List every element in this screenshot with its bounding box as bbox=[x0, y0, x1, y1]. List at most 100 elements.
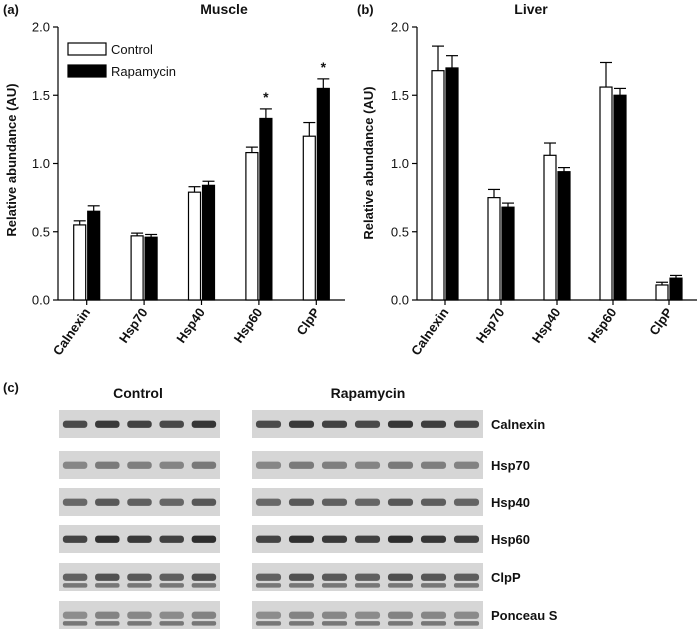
blot-band bbox=[288, 611, 315, 619]
bar-rapamycin-hsp70 bbox=[144, 236, 158, 301]
blot-band bbox=[420, 583, 447, 588]
blot-band bbox=[288, 461, 315, 469]
blot-band bbox=[159, 573, 184, 581]
bar-rapamycin-hsp40 bbox=[201, 184, 216, 301]
blot-band bbox=[453, 573, 480, 581]
bar-control-hsp40 bbox=[543, 154, 557, 301]
blot-band bbox=[321, 420, 348, 428]
blot-band bbox=[387, 621, 414, 626]
bar-control-hsp70 bbox=[130, 235, 144, 301]
blot-band bbox=[387, 461, 414, 469]
blot-band bbox=[354, 573, 381, 581]
panel-a-title: Muscle bbox=[200, 1, 248, 17]
blot-band bbox=[453, 535, 480, 543]
blot-band bbox=[453, 583, 480, 588]
blot-band bbox=[62, 535, 88, 543]
blot-band bbox=[354, 535, 381, 543]
blot-band bbox=[62, 420, 88, 428]
y-tick-label: 1.0 bbox=[391, 156, 409, 171]
blot-band bbox=[420, 611, 447, 619]
blot-band bbox=[321, 583, 348, 588]
bar-rapamycin-clpp bbox=[669, 277, 683, 301]
blot-row-calnexin: Calnexin bbox=[59, 410, 545, 438]
blot-row-label: ClpP bbox=[491, 570, 521, 585]
muscle-y-axis-label: Relative abundance (AU) bbox=[4, 83, 19, 236]
y-tick-label: 0.5 bbox=[391, 224, 409, 239]
x-tick-label: Hsp60 bbox=[231, 305, 266, 346]
blot-band bbox=[288, 535, 315, 543]
bar-control-clpp bbox=[302, 135, 316, 301]
x-tick-label: Hsp70 bbox=[116, 305, 151, 346]
blot-band bbox=[95, 420, 120, 428]
blot-band bbox=[420, 420, 447, 428]
blot-band bbox=[321, 621, 348, 626]
blot-row-label: Calnexin bbox=[491, 417, 545, 432]
blot-band bbox=[255, 621, 282, 626]
blot-band bbox=[255, 498, 282, 506]
blot-band bbox=[159, 583, 184, 588]
blot-band bbox=[95, 621, 120, 626]
legend-rapamycin-swatch bbox=[67, 64, 107, 78]
blot-band bbox=[127, 573, 152, 581]
blot-band bbox=[288, 498, 315, 506]
x-tick-label: Hsp60 bbox=[585, 305, 620, 346]
bar-rapamycin-clpp bbox=[316, 87, 330, 301]
blot-band bbox=[62, 611, 88, 619]
blot-band bbox=[387, 611, 414, 619]
blot-band bbox=[95, 461, 120, 469]
blot-band bbox=[191, 420, 217, 428]
blot-band bbox=[321, 611, 348, 619]
blot-band bbox=[127, 611, 152, 619]
bar-rapamycin-calnexin bbox=[445, 67, 459, 301]
blot-band bbox=[288, 621, 315, 626]
blot-band bbox=[321, 498, 348, 506]
x-tick-label: Hsp40 bbox=[173, 305, 208, 346]
blot-band bbox=[420, 535, 447, 543]
y-tick-label: 1.5 bbox=[32, 88, 50, 103]
blot-band bbox=[159, 611, 184, 619]
legend-rapamycin-label: Rapamycin bbox=[111, 64, 176, 79]
blot-band bbox=[159, 461, 184, 469]
y-tick-label: 2.0 bbox=[391, 20, 409, 35]
bar-control-hsp60 bbox=[245, 151, 259, 301]
bar-control-hsp70 bbox=[487, 197, 501, 301]
blot-band bbox=[62, 621, 88, 626]
blot-band bbox=[127, 621, 152, 626]
blot-row-hsp70: Hsp70 bbox=[59, 451, 530, 479]
y-tick-label: 0.5 bbox=[32, 224, 50, 239]
blot-band bbox=[453, 621, 480, 626]
x-tick-label: Calnexin bbox=[50, 305, 93, 358]
legend-control-swatch bbox=[67, 42, 107, 56]
blot-row-clpp: ClpP bbox=[59, 563, 521, 591]
chart-1: 0.0 0.5 1.0 1.5 2.0 Calnexin Hsp70 Hsp40 Hsp60 Cl… bbox=[391, 20, 697, 358]
bar-rapamycin-calnexin bbox=[87, 210, 101, 301]
bar-rapamycin-hsp40 bbox=[557, 171, 571, 301]
blot-band bbox=[191, 621, 217, 626]
blot-band bbox=[387, 498, 414, 506]
blot-band bbox=[255, 461, 282, 469]
blot-band bbox=[95, 573, 120, 581]
bar-control-hsp60 bbox=[599, 86, 613, 301]
bar-control-hsp40 bbox=[187, 191, 202, 301]
x-tick-label: Calnexin bbox=[408, 305, 451, 358]
bar-control-clpp bbox=[655, 284, 669, 301]
bar-rapamycin-hsp60 bbox=[613, 94, 627, 301]
blot-row-label: Ponceau S bbox=[491, 608, 558, 623]
blot-band bbox=[255, 420, 282, 428]
blot-band bbox=[288, 420, 315, 428]
y-tick-label: 1.0 bbox=[32, 156, 50, 171]
blot-band bbox=[354, 621, 381, 626]
significance-marker: * bbox=[321, 59, 327, 75]
y-tick-label: 0.0 bbox=[391, 293, 409, 308]
blot-control-label: Control bbox=[113, 385, 163, 401]
blot-band bbox=[191, 611, 217, 619]
blot-band bbox=[127, 420, 152, 428]
blot-band bbox=[191, 461, 217, 469]
blot-rapamycin-label: Rapamycin bbox=[331, 385, 406, 401]
legend-control-label: Control bbox=[111, 42, 153, 57]
blot-band bbox=[321, 573, 348, 581]
significance-marker: * bbox=[263, 89, 269, 105]
blot-band bbox=[62, 573, 88, 581]
x-tick-label: ClpP bbox=[646, 305, 675, 338]
